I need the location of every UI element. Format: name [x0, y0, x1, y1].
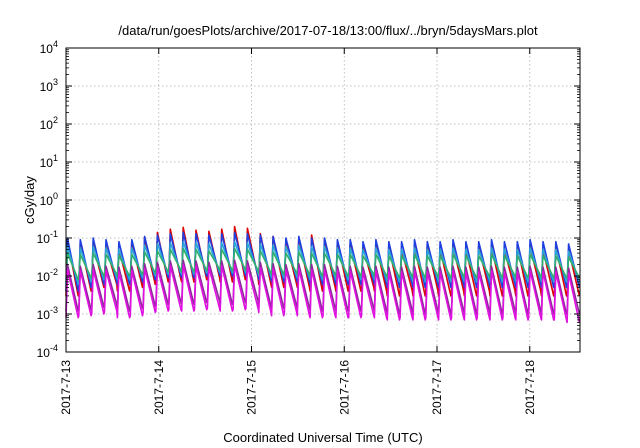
series-line-5 — [65, 263, 581, 324]
x-tick-label: 2017-7-17 — [430, 360, 444, 415]
y-tick-label: 10-4 — [37, 343, 58, 360]
y-tick-label: 103 — [40, 77, 58, 94]
y-tick-label: 102 — [40, 115, 58, 132]
y-tick-label: 10-2 — [37, 267, 58, 284]
x-axis-label: Coordinated Universal Time (UTC) — [223, 430, 422, 445]
chart-title: /data/run/goesPlots/archive/2017-07-18/1… — [118, 23, 538, 38]
plot-area — [65, 225, 581, 324]
x-tick-label: 2017-7-18 — [523, 360, 537, 415]
y-tick-label: 10-3 — [37, 305, 58, 322]
y-tick-label: 104 — [40, 39, 58, 56]
series-line-3 — [65, 247, 581, 281]
x-tick-label: 2017-7-15 — [245, 360, 259, 415]
y-tick-label: 101 — [40, 153, 58, 170]
y-axis-label: cGy/day — [22, 176, 37, 224]
y-tick-label: 10-1 — [37, 229, 58, 246]
x-tick-label: 2017-7-16 — [337, 360, 351, 415]
y-tick-label: 100 — [40, 191, 58, 208]
x-tick-label: 2017-7-14 — [152, 360, 166, 415]
x-tick-label: 2017-7-13 — [59, 360, 73, 415]
axes: 10-4 10-3 10-2 10-1 100 101 102 103 104 2017-7-13… — [37, 39, 580, 415]
